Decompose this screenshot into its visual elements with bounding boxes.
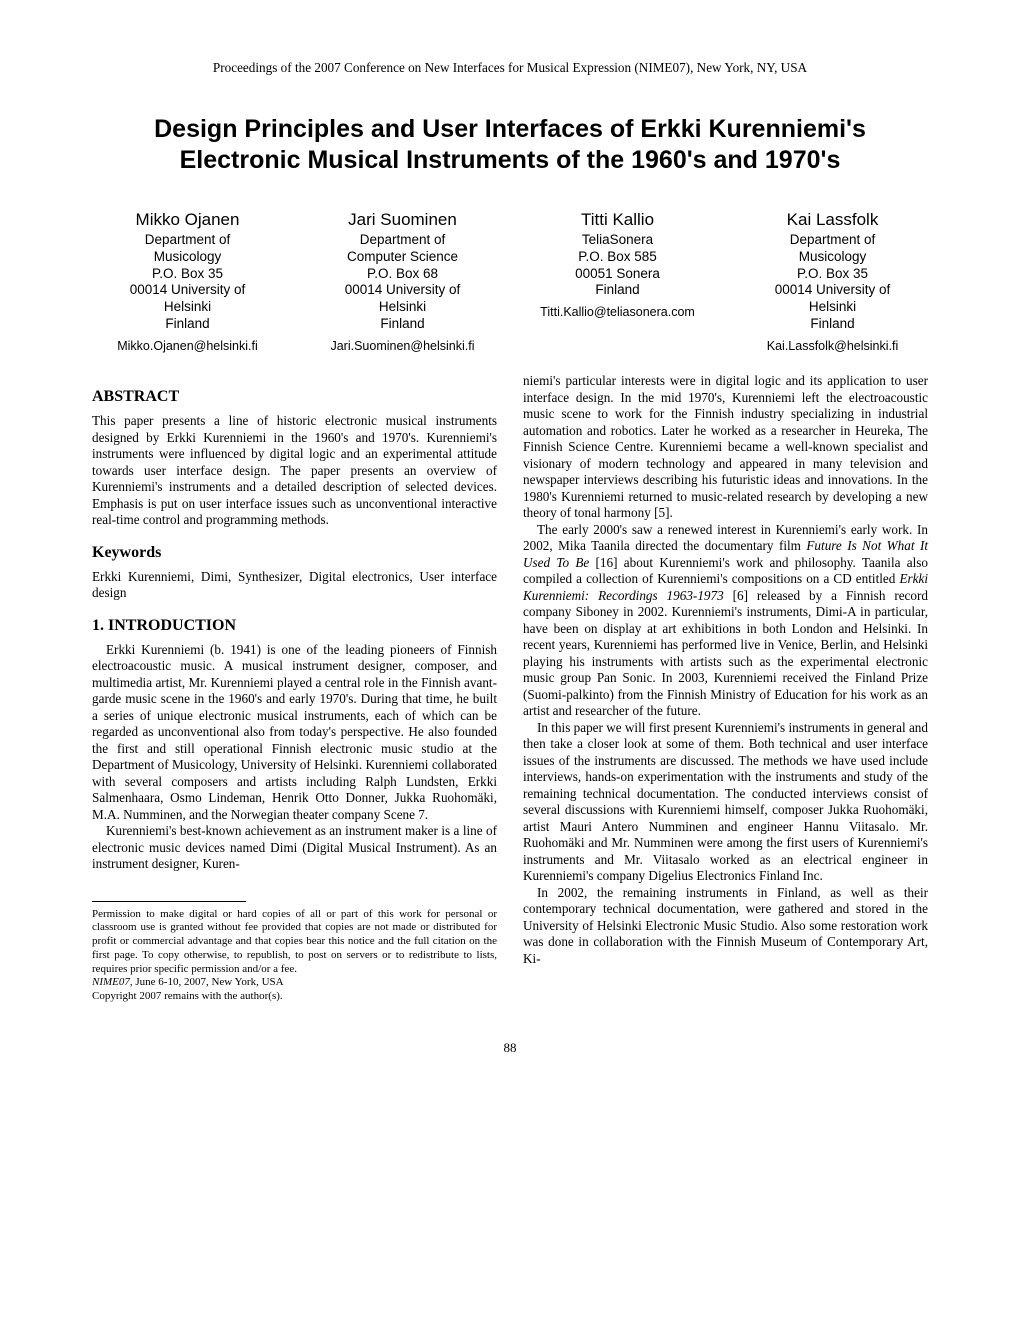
author-affiliation: Department ofMusicologyP.O. Box 3500014 …: [737, 232, 928, 333]
abstract-heading: ABSTRACT: [92, 387, 497, 407]
author-email: Kai.Lassfolk@helsinki.fi: [737, 339, 928, 353]
page-number: 88: [92, 1040, 928, 1056]
copyright-venue-rest: June 6-10, 2007, New York, USA: [133, 976, 284, 988]
keywords-text: Erkki Kurenniemi, Dimi, Synthesizer, Dig…: [92, 569, 497, 602]
copyright-permission: Permission to make digital or hard copie…: [92, 908, 497, 977]
col2-p2-post: [6] released by a Finnish record company…: [523, 588, 928, 719]
abstract-text: This paper presents a line of historic e…: [92, 413, 497, 529]
author-email: Jari.Suominen@helsinki.fi: [307, 339, 498, 353]
left-column: ABSTRACT This paper presents a line of h…: [92, 373, 497, 1004]
proceedings-header: Proceedings of the 2007 Conference on Ne…: [92, 60, 928, 76]
author-email: Mikko.Ojanen@helsinki.fi: [92, 339, 283, 353]
author-2: Titti Kallio TeliaSoneraP.O. Box 5850005…: [522, 209, 713, 354]
author-affiliation: Department ofComputer ScienceP.O. Box 68…: [307, 232, 498, 333]
author-1: Jari Suominen Department ofComputer Scie…: [307, 209, 498, 354]
author-3: Kai Lassfolk Department ofMusicologyP.O.…: [737, 209, 928, 354]
intro-paragraph-1: Erkki Kurenniemi (b. 1941) is one of the…: [92, 642, 497, 824]
author-affiliation: TeliaSoneraP.O. Box 58500051 SoneraFinla…: [522, 232, 713, 300]
copyright-separator: [92, 901, 246, 902]
right-column: niemi's particular interests were in dig…: [523, 373, 928, 1004]
author-0: Mikko Ojanen Department ofMusicologyP.O.…: [92, 209, 283, 354]
intro-paragraph-2: Kurenniemi's best-known achievement as a…: [92, 823, 497, 873]
author-affiliation: Department ofMusicologyP.O. Box 3500014 …: [92, 232, 283, 333]
copyright-retained: Copyright 2007 remains with the author(s…: [92, 990, 497, 1004]
author-name: Titti Kallio: [522, 209, 713, 230]
col2-paragraph-2: The early 2000's saw a renewed interest …: [523, 522, 928, 720]
col2-paragraph-4: In 2002, the remaining instruments in Fi…: [523, 885, 928, 968]
copyright-block: Permission to make digital or hard copie…: [92, 908, 497, 1004]
col2-paragraph-1: niemi's particular interests were in dig…: [523, 373, 928, 522]
author-name: Jari Suominen: [307, 209, 498, 230]
copyright-venue-name: NIME07,: [92, 976, 133, 988]
authors-block: Mikko Ojanen Department ofMusicologyP.O.…: [92, 209, 928, 354]
introduction-heading: 1. INTRODUCTION: [92, 616, 497, 636]
author-name: Mikko Ojanen: [92, 209, 283, 230]
author-name: Kai Lassfolk: [737, 209, 928, 230]
keywords-heading: Keywords: [92, 543, 497, 563]
paper-title: Design Principles and User Interfaces of…: [92, 114, 928, 177]
author-email: Titti.Kallio@teliasonera.com: [522, 305, 713, 319]
two-column-body: ABSTRACT This paper presents a line of h…: [92, 373, 928, 1004]
copyright-venue-line: NIME07, June 6-10, 2007, New York, USA: [92, 976, 497, 990]
col2-paragraph-3: In this paper we will first present Kure…: [523, 720, 928, 885]
